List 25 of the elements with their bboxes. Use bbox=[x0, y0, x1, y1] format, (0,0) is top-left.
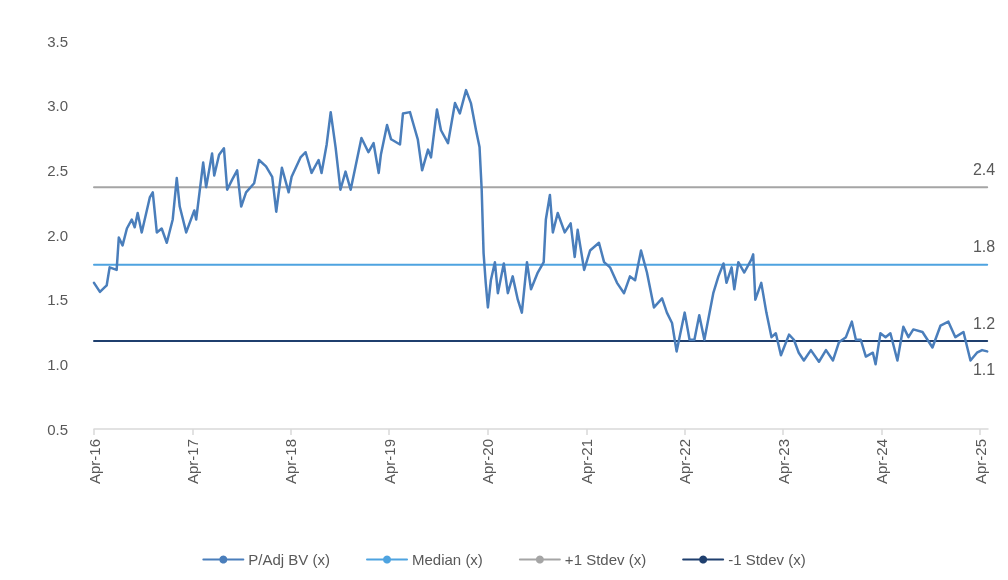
y-tick-label: 3.5 bbox=[47, 32, 68, 50]
annotation: 2.4 bbox=[972, 160, 996, 178]
y-tick-label: 1.5 bbox=[47, 291, 68, 309]
x-tick-label: Apr-24 bbox=[873, 439, 891, 485]
x-tick-label: Apr-20 bbox=[479, 439, 497, 485]
x-tick-label: Apr-17 bbox=[183, 439, 201, 485]
annotation: 1.1 bbox=[972, 360, 996, 378]
annotation: 1.2 bbox=[972, 314, 996, 332]
x-tick-label: Apr-23 bbox=[774, 439, 792, 485]
x-tick-label: Apr-25 bbox=[971, 439, 989, 485]
y-tick-label: 1.0 bbox=[47, 355, 68, 373]
annotation: 1.8 bbox=[972, 238, 996, 256]
x-tick-label: Apr-19 bbox=[380, 439, 398, 485]
y-tick-label: 0.5 bbox=[47, 420, 68, 438]
legend-label: +1 Stdev (x) bbox=[564, 551, 647, 568]
x-tick-label: Apr-22 bbox=[676, 439, 694, 485]
x-tick-label: Apr-16 bbox=[85, 439, 103, 485]
x-tick-label: Apr-21 bbox=[577, 439, 595, 485]
x-tick-label: Apr-18 bbox=[282, 439, 300, 485]
y-tick-label: 2.0 bbox=[47, 226, 68, 244]
legend-label: Median (x) bbox=[412, 551, 483, 568]
legend-label: -1 Stdev (x) bbox=[728, 551, 806, 568]
legend-label: P/Adj BV (x) bbox=[248, 551, 331, 568]
y-tick-label: 2.5 bbox=[47, 161, 68, 179]
y-tick-label: 3.0 bbox=[47, 97, 68, 115]
